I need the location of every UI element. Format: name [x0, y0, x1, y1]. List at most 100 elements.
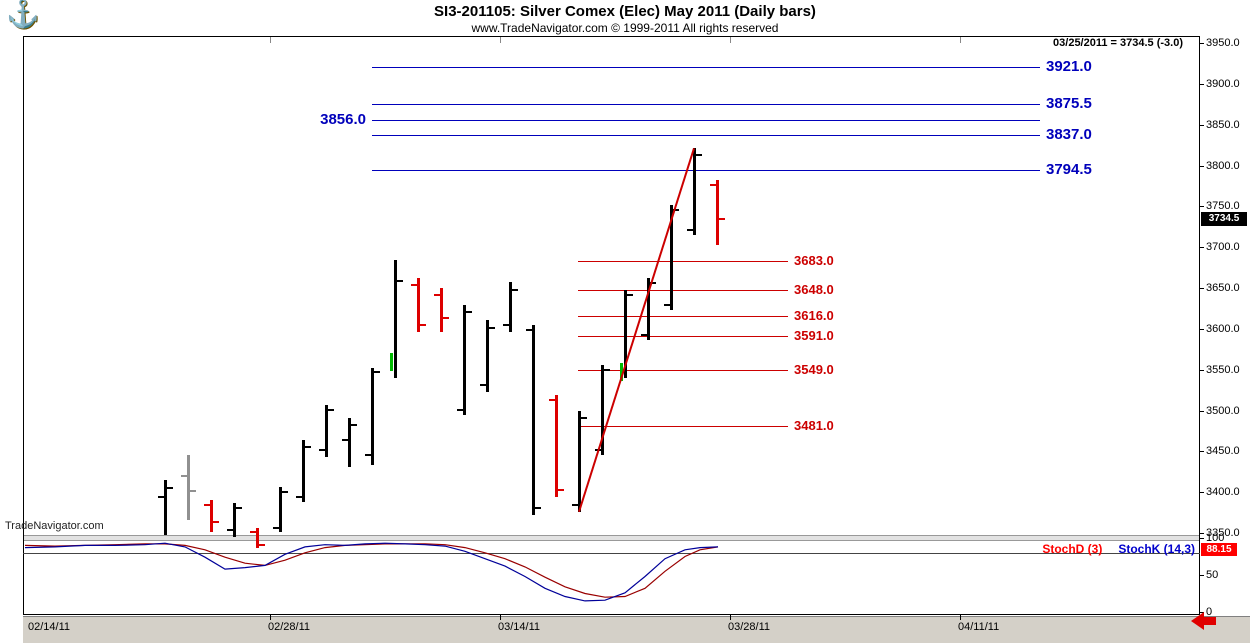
price-bar	[233, 502, 236, 538]
price-bar-close-tick	[213, 521, 219, 524]
price-bar-open-tick	[480, 384, 486, 387]
support-line	[578, 426, 788, 427]
support-level-label: 3683.0	[794, 253, 834, 268]
top-tick-mark	[500, 37, 501, 43]
resistance-level-label: 3875.5	[1046, 95, 1092, 112]
price-tick-label[interactable]: 3400.0	[1206, 486, 1240, 499]
price-bar	[348, 417, 351, 467]
price-bar	[164, 479, 167, 535]
price-tick-label[interactable]: 3950.0	[1206, 37, 1240, 49]
price-bar-close-tick	[328, 408, 334, 411]
top-tick-mark	[270, 37, 271, 43]
price-bar	[325, 404, 328, 458]
price-bar-open-tick	[687, 229, 693, 232]
price-bar-close-tick	[604, 368, 610, 371]
price-bar-close-tick	[696, 153, 702, 156]
price-tick-label[interactable]: 3450.0	[1206, 445, 1240, 458]
price-tick-label[interactable]: 3650.0	[1206, 282, 1240, 294]
price-bar	[647, 278, 650, 341]
price-bar-close-tick	[581, 416, 587, 419]
support-line	[578, 336, 788, 337]
chart-title: SI3-201105: Silver Comex (Elec) May 2011…	[434, 3, 816, 20]
price-tick-mark	[1200, 165, 1204, 167]
price-bar-open-tick	[549, 398, 555, 401]
support-line	[578, 261, 788, 262]
support-line	[578, 316, 788, 317]
resistance-level-label: 3921.0	[1046, 58, 1092, 75]
price-tick-label[interactable]: 3350.0	[1206, 527, 1240, 539]
date-label[interactable]: 04/11/11	[958, 621, 1000, 633]
price-bar-open-tick	[503, 323, 509, 326]
stoch-tick-label[interactable]: 100	[1206, 532, 1225, 544]
price-bar-close-tick	[259, 544, 265, 547]
price-tick-label[interactable]: 3800.0	[1206, 159, 1240, 172]
price-bar-open-tick	[365, 453, 371, 456]
price-tick-mark	[1200, 492, 1204, 494]
date-axis[interactable]	[23, 616, 1250, 643]
price-bar-open-tick	[250, 531, 256, 534]
price-bar-close-tick	[351, 424, 357, 427]
price-bar-close-tick	[627, 294, 633, 297]
price-bar-close-tick	[397, 279, 403, 282]
stoch-d-legend-label[interactable]: StochD (3)	[1042, 542, 1103, 556]
price-bar-open-tick	[296, 496, 302, 499]
stoch-k-legend-label[interactable]: StochK (14,3)	[1118, 542, 1195, 556]
date-label[interactable]: 03/28/11	[728, 621, 771, 633]
price-tick-label[interactable]: 3700.0	[1206, 241, 1240, 254]
price-tick-mark	[1200, 247, 1204, 249]
price-bar-open-tick	[227, 528, 233, 531]
price-bar-signal-open-tick	[390, 352, 393, 371]
price-tick-mark	[1200, 83, 1204, 85]
price-bar	[532, 324, 535, 516]
price-bar	[371, 368, 374, 466]
price-bar	[394, 260, 397, 378]
price-bar-open-tick	[158, 496, 164, 499]
price-bar-open-tick	[434, 294, 440, 297]
price-tick-mark	[1200, 410, 1204, 412]
resistance-line	[372, 170, 1040, 171]
price-bar-close-tick	[466, 310, 472, 313]
last-price-axis-flag: 3734.5	[1201, 212, 1247, 226]
stoch-tick-label[interactable]: 50	[1206, 569, 1219, 581]
price-tick-label[interactable]: 3750.0	[1206, 200, 1240, 213]
date-label[interactable]: 02/14/11	[28, 621, 71, 633]
scroll-arrow-tail-icon	[1203, 617, 1216, 625]
top-tick-mark	[960, 37, 961, 43]
date-label[interactable]: 02/28/11	[268, 621, 311, 633]
stoch-tick-label[interactable]: 0	[1206, 606, 1213, 618]
price-tick-mark	[1200, 369, 1204, 371]
resistance-level-label: 3856.0	[320, 111, 366, 128]
stochastic-legend: StochD (3) StochK (14,3)	[980, 542, 1195, 556]
price-bar	[601, 364, 604, 455]
price-bar	[463, 305, 466, 415]
date-tick-mark	[960, 615, 961, 620]
price-bar-close-tick	[535, 506, 541, 509]
scroll-left-arrow-button[interactable]	[1191, 612, 1219, 630]
date-label[interactable]: 03/14/11	[498, 621, 541, 633]
price-tick-label[interactable]: 3500.0	[1206, 404, 1240, 417]
price-bar-open-tick	[641, 333, 647, 336]
price-tick-label[interactable]: 3550.0	[1206, 363, 1240, 376]
price-bar-close-tick	[558, 488, 564, 491]
trade-navigator-logo-icon: ⚓	[6, 0, 40, 29]
price-bar-open-tick	[572, 504, 578, 507]
stoch-tick-mark	[1200, 538, 1204, 539]
support-level-label: 3549.0	[794, 362, 834, 377]
watermark-text: TradeNavigator.com	[5, 520, 104, 532]
price-bar	[555, 394, 558, 498]
price-tick-label[interactable]: 3600.0	[1206, 322, 1240, 335]
panel-separator	[24, 535, 1199, 541]
price-bar	[187, 454, 190, 520]
price-tick-label[interactable]: 3850.0	[1206, 118, 1240, 131]
price-bar	[417, 278, 420, 333]
price-bar-open-tick	[710, 184, 716, 187]
price-bar-open-tick	[664, 304, 670, 307]
price-bar-close-tick	[512, 288, 518, 291]
price-tick-label[interactable]: 3900.0	[1206, 77, 1240, 90]
price-bar-close-tick	[167, 487, 173, 490]
price-bar-close-tick	[650, 282, 656, 285]
price-bar-close-tick	[443, 317, 449, 320]
price-bar-open-tick	[457, 408, 463, 411]
price-bar-close-tick	[190, 489, 196, 492]
